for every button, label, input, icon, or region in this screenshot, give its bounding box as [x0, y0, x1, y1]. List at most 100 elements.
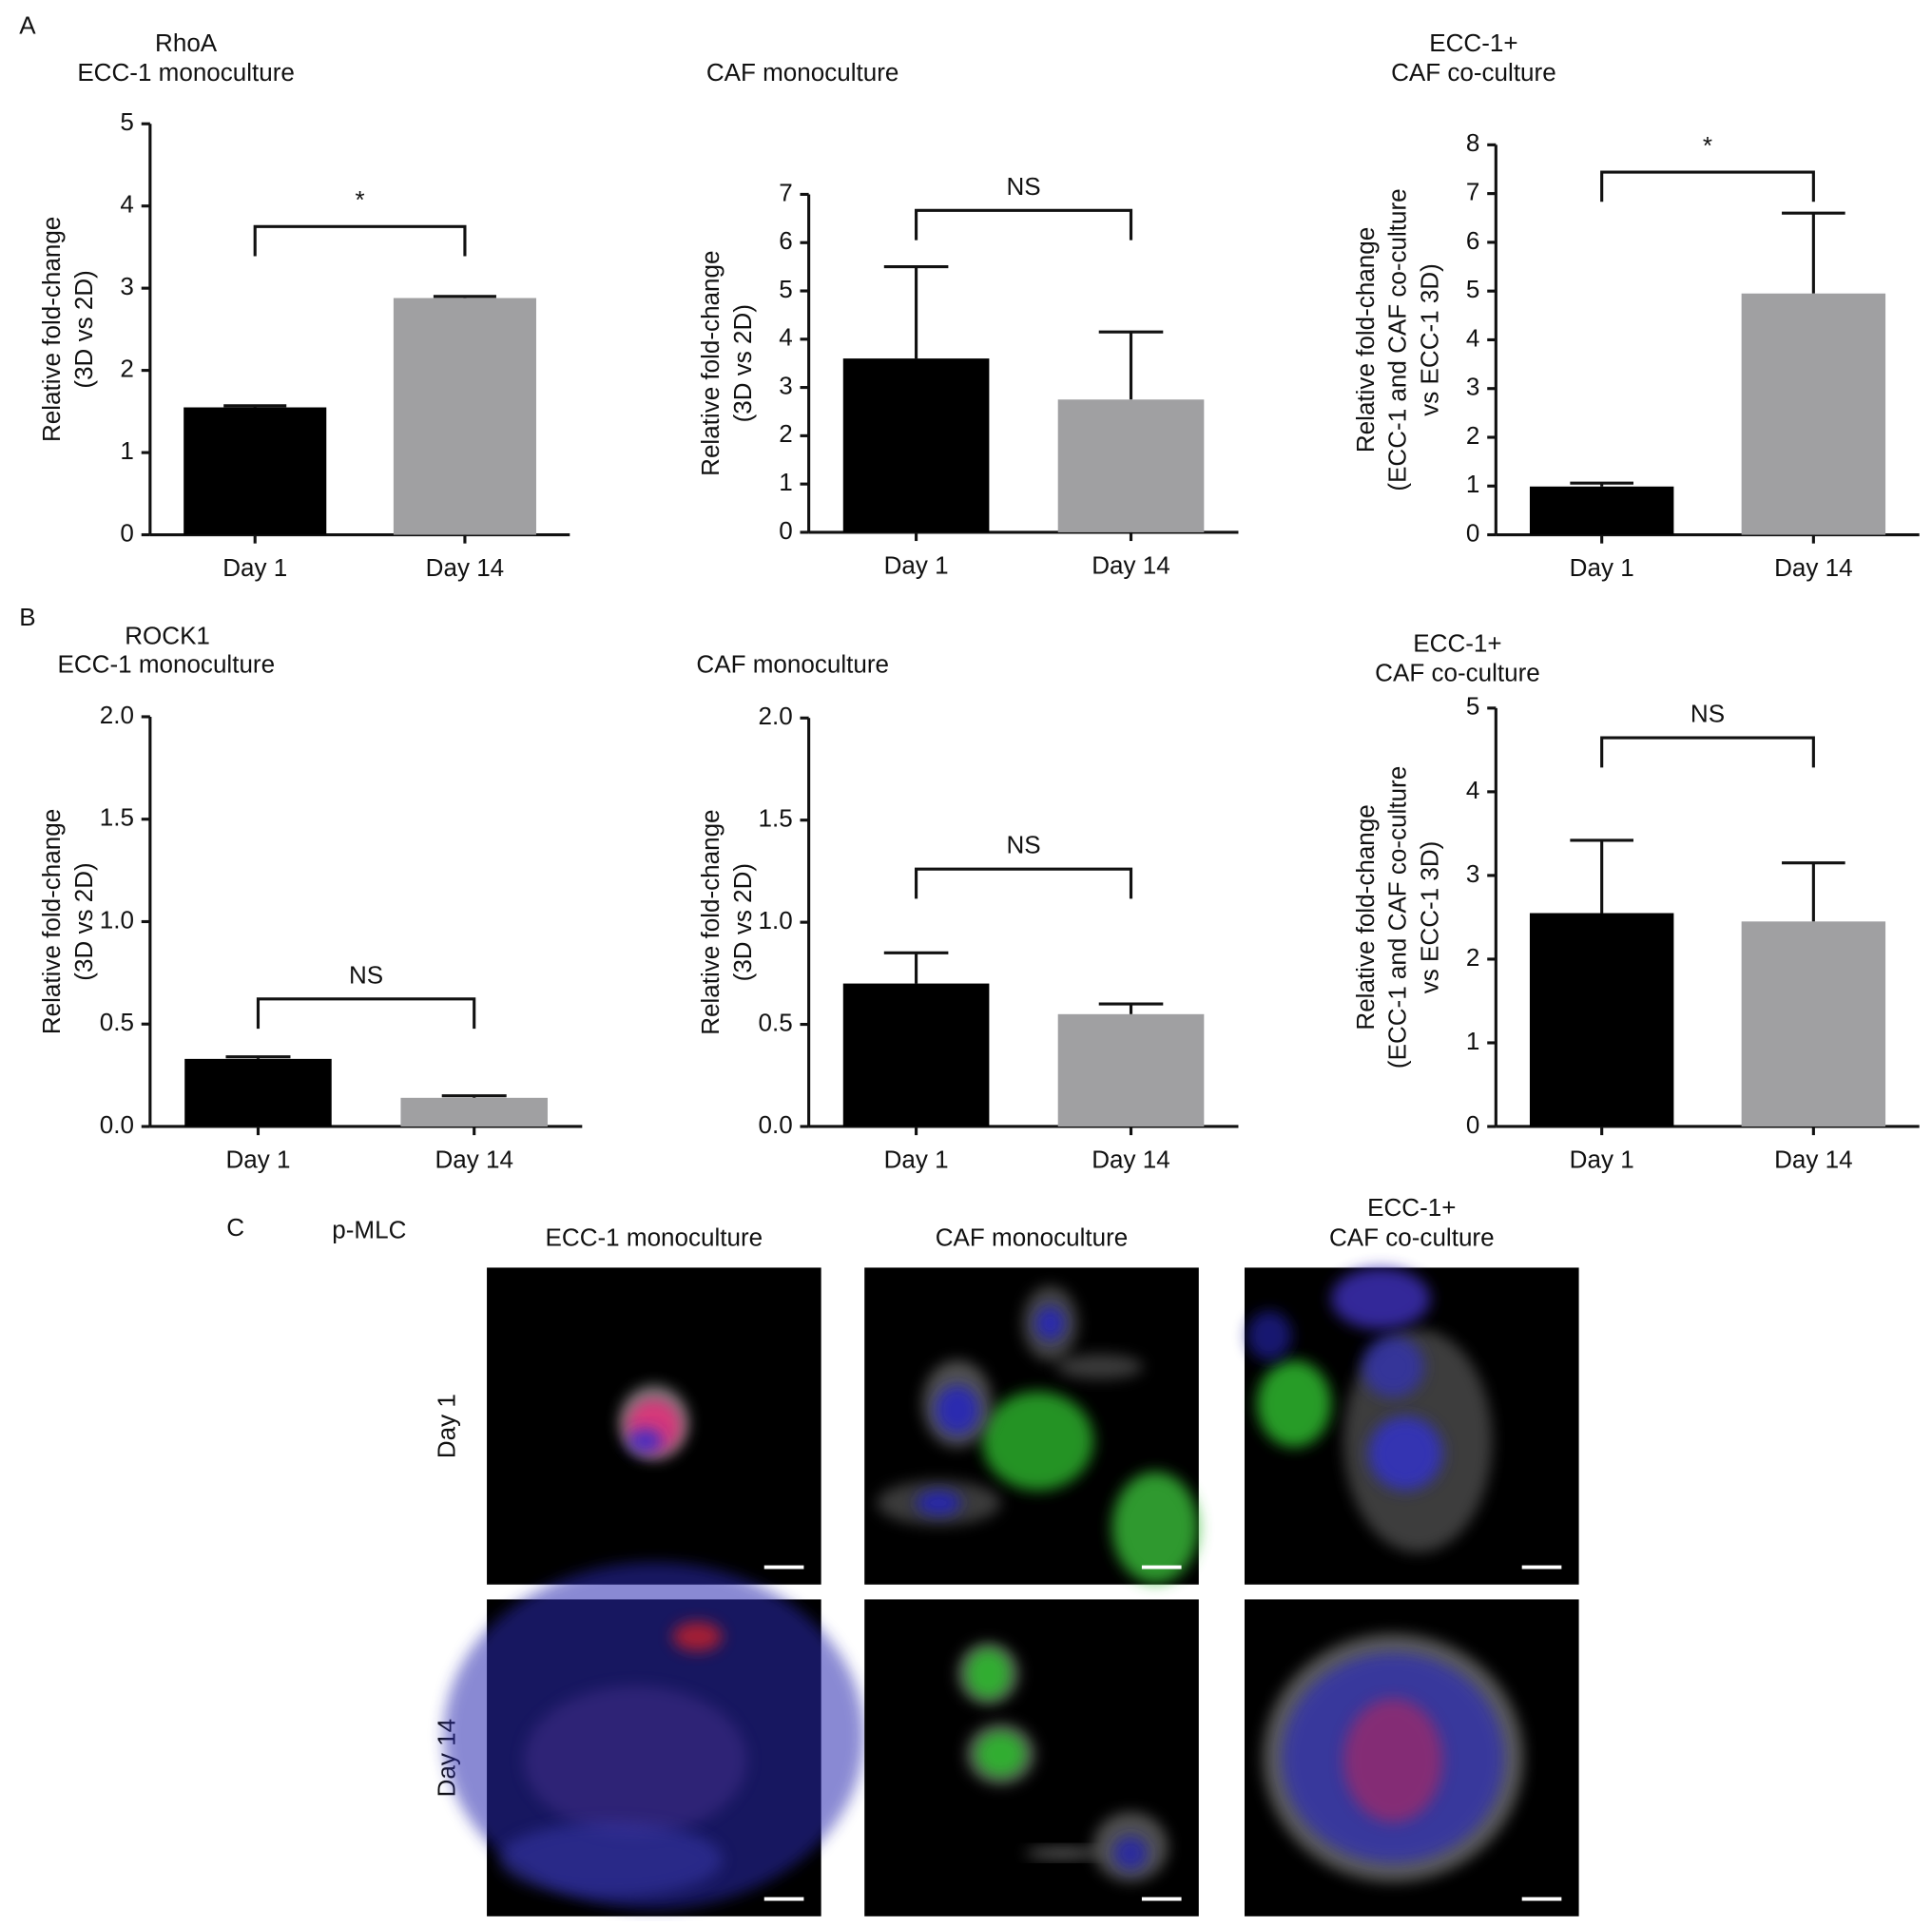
error-bar [1570, 838, 1633, 914]
significance-bracket [915, 208, 1133, 241]
cell [1331, 1267, 1431, 1330]
x-tick-label: Day 14 [1092, 1145, 1169, 1173]
y-axis-label: Relative fold-change [696, 809, 724, 1034]
y-tick-label: 2 [120, 354, 133, 382]
significance-label: NS [1006, 831, 1040, 859]
cell [1025, 1848, 1100, 1859]
y-tick-label: 2.0 [100, 701, 134, 729]
y-tick-label: 7 [779, 178, 792, 206]
error-bar [433, 295, 496, 299]
micrograph [1244, 1267, 1579, 1585]
bar [184, 1058, 332, 1127]
cell [524, 1685, 747, 1835]
micrograph [443, 1562, 865, 1916]
y-axis-label: (3D vs 2D) [728, 304, 757, 422]
bar [1057, 1013, 1205, 1127]
y-axis-label: Relative fold-change [696, 251, 724, 476]
error-bar [441, 1094, 507, 1098]
cell [1246, 1311, 1292, 1361]
micrograph [1244, 1599, 1579, 1916]
y-axis-label: Relative fold-change [37, 217, 66, 442]
chart-title: CAF co-culture [1391, 58, 1556, 87]
error-bar [225, 1055, 291, 1059]
y-tick-label: 2 [779, 419, 792, 448]
y-tick-label: 6 [779, 226, 792, 255]
x-tick-label: Day 1 [884, 1145, 949, 1173]
y-axis-label: vs ECC-1 3D) [1415, 841, 1443, 994]
significance-bracket [256, 997, 476, 1030]
bar [1529, 486, 1674, 535]
y-tick-label: 0.5 [759, 1008, 793, 1036]
column-title: ECC-1+ [1367, 1193, 1456, 1222]
significance-label: NS [1690, 700, 1725, 728]
y-tick-label: 1 [120, 436, 133, 465]
y-tick-label: 6 [1466, 226, 1479, 255]
cell [1362, 1336, 1424, 1398]
significance-bracket [253, 224, 467, 257]
bar [393, 298, 536, 535]
x-tick-label: Day 1 [1570, 1145, 1634, 1173]
significance-label: NS [1006, 172, 1040, 201]
cell [981, 1391, 1094, 1491]
y-tick-label: 3 [1466, 859, 1479, 888]
chart-title: ECC-1 monoculture [57, 649, 275, 678]
cell [1034, 1305, 1066, 1341]
significance-label: * [356, 185, 365, 214]
row-label: Day 1 [433, 1394, 461, 1458]
cell [1056, 1354, 1144, 1379]
y-tick-label: 2.0 [759, 702, 793, 730]
micrograph [487, 1267, 821, 1585]
y-axis-label: vs ECC-1 3D) [1415, 263, 1443, 416]
x-tick-label: Day 1 [884, 550, 949, 579]
y-tick-label: 5 [1466, 692, 1479, 721]
cell [935, 1385, 980, 1435]
x-tick-label: Day 14 [426, 553, 504, 582]
y-tick-label: 4 [1466, 776, 1479, 804]
cell [672, 1621, 723, 1652]
y-tick-label: 0.5 [100, 1008, 134, 1036]
y-tick-label: 0 [1466, 518, 1479, 547]
chart-title: CAF monoculture [706, 58, 899, 87]
y-tick-label: 0 [1466, 1110, 1479, 1139]
cell [1112, 1836, 1149, 1871]
y-axis-label: Relative fold-change [37, 809, 66, 1034]
y-axis-label: (3D vs 2D) [69, 270, 98, 388]
y-tick-label: 1 [1466, 470, 1479, 498]
y-tick-label: 0 [120, 518, 133, 547]
y-tick-label: 1.5 [100, 803, 134, 832]
column-title: CAF co-culture [1329, 1223, 1495, 1251]
significance-label: NS [349, 960, 383, 989]
y-axis-label: (3D vs 2D) [69, 862, 98, 980]
y-tick-label: 2 [1466, 421, 1479, 450]
cell [499, 1821, 723, 1897]
y-tick-label: 1.5 [759, 804, 793, 833]
y-tick-label: 5 [779, 275, 792, 303]
x-tick-label: Day 14 [1774, 553, 1852, 582]
y-tick-label: 3 [1466, 373, 1479, 401]
y-tick-label: 3 [120, 272, 133, 300]
y-tick-label: 4 [120, 190, 133, 219]
significance-bracket [915, 867, 1133, 899]
y-axis-label: (ECC-1 and CAF co-culture [1383, 766, 1412, 1069]
significance-bracket [1600, 736, 1815, 768]
error-bar [883, 951, 949, 984]
bar [184, 407, 327, 535]
chart-title: CAF monoculture [696, 649, 889, 678]
cell [976, 1731, 1026, 1777]
cell [916, 1490, 961, 1515]
y-tick-label: 1.0 [759, 906, 793, 934]
column-title: CAF monoculture [936, 1223, 1129, 1251]
x-tick-label: Day 1 [1570, 553, 1634, 582]
error-bar [1098, 1002, 1164, 1014]
x-tick-label: Day 14 [435, 1145, 512, 1173]
bar [1741, 293, 1886, 535]
y-tick-label: 3 [779, 371, 792, 399]
cell [1111, 1472, 1199, 1584]
y-tick-label: 8 [1466, 128, 1479, 157]
significance-bracket [1600, 170, 1815, 202]
y-tick-label: 4 [779, 323, 792, 352]
error-bar [1570, 481, 1633, 487]
chart-title: ECC-1 monoculture [77, 58, 295, 87]
gene-label: ROCK1 [125, 622, 210, 650]
